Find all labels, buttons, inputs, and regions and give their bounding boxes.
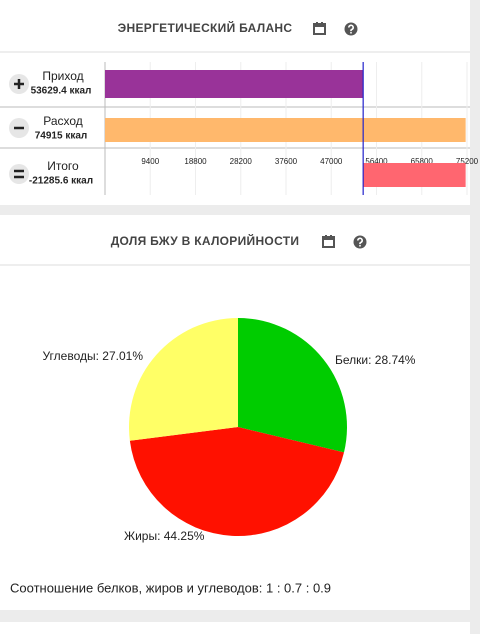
row-label: Итого [47, 159, 79, 173]
x-tick-label: 9400 [141, 157, 159, 166]
x-tick-label: 18800 [184, 157, 207, 166]
pie-slice [129, 318, 238, 441]
row-value: -21285.6 ккал [29, 176, 93, 187]
calendar-icon[interactable] [322, 235, 335, 248]
slice-label: Жиры: 44.25% [124, 529, 205, 543]
bar [105, 118, 466, 142]
pie-slice [238, 318, 347, 453]
pie-slice [129, 427, 345, 536]
row-label: Расход [43, 114, 83, 128]
plus-icon [9, 74, 29, 94]
equals-icon [9, 164, 29, 184]
panel-title: ДОЛЯ БЖУ В КАЛОРИЙНОСТИ [111, 233, 300, 248]
x-tick-label: 37600 [275, 157, 298, 166]
row-value: 53629.4 ккал [31, 86, 92, 97]
x-tick-label: 47000 [320, 157, 343, 166]
row-label: Приход [42, 69, 83, 83]
minus-icon [9, 118, 29, 138]
bar [363, 163, 466, 187]
calendar-icon[interactable] [313, 22, 326, 35]
x-tick-label: 56400 [365, 157, 388, 166]
slice-label: Углеводы: 27.01% [42, 349, 143, 363]
help-icon[interactable] [353, 235, 367, 249]
row-value: 74915 ккал [35, 131, 88, 142]
ratio-text: Соотношение белков, жиров и углеводов: 1… [10, 580, 331, 595]
x-tick-label: 75200 [456, 157, 479, 166]
help-icon[interactable] [344, 22, 358, 36]
panel-title: ЭНЕРГЕТИЧЕСКИЙ БАЛАНС [118, 20, 293, 35]
next-panel [0, 622, 470, 634]
x-tick-label: 28200 [230, 157, 253, 166]
slice-label: Белки: 28.74% [335, 353, 416, 367]
x-tick-label: 65800 [411, 157, 434, 166]
bar [105, 70, 364, 98]
